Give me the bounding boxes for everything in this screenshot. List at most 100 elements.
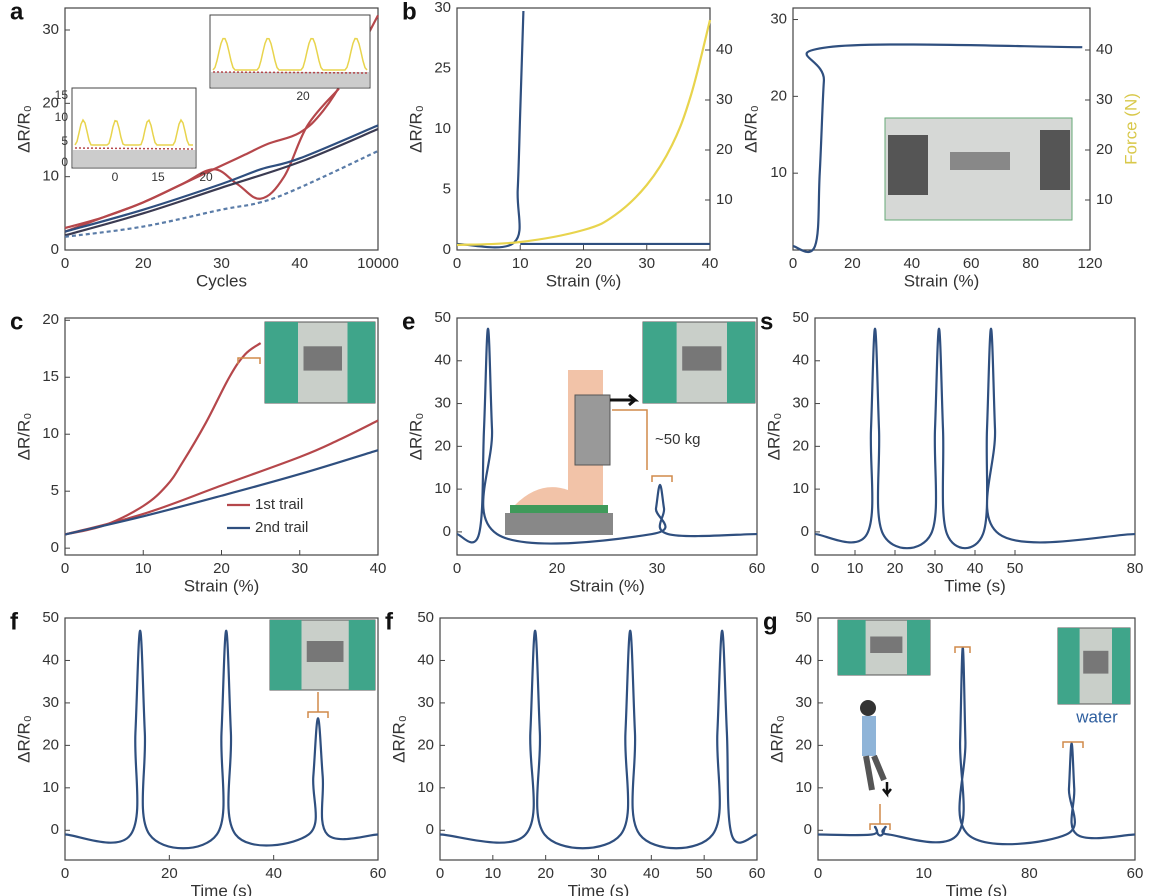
x-tick-label: 10 <box>135 560 152 577</box>
y-tick-label: 40 <box>795 651 812 668</box>
x-axis-label: Time (s) <box>946 881 1008 896</box>
x-tick-label: 40 <box>291 255 308 272</box>
bracket <box>612 409 648 470</box>
x-axis-label: Strain (%) <box>546 271 622 290</box>
x-tick-label: 0 <box>61 255 69 272</box>
x-tick-label: 0 <box>789 255 797 272</box>
data-line <box>64 449 379 536</box>
panel-label: f <box>385 608 394 635</box>
x-tick-label: 60 <box>370 865 387 882</box>
y-tick-label: 20 <box>770 87 787 104</box>
x-tick-label: 50 <box>1007 560 1024 577</box>
x-tick-label: 30 <box>927 560 944 577</box>
x-tick-label: 0 <box>61 560 69 577</box>
y-tick-label: 40 <box>42 651 59 668</box>
y-tick-label: 40 <box>417 651 434 668</box>
bracket <box>1062 741 1084 748</box>
x-tick-label: 0 <box>814 865 822 882</box>
annotation: ~50 kg <box>655 431 700 448</box>
panel-label: c <box>10 308 23 335</box>
x-tick-label: 0 <box>436 865 444 882</box>
x-axis-label: Time (s) <box>191 881 253 896</box>
x-tick-label: 30 <box>590 865 607 882</box>
floor <box>505 513 613 535</box>
arrow <box>882 782 892 798</box>
y-tick-label: 30 <box>42 694 59 711</box>
bracket <box>651 475 673 482</box>
x-tick-label: 0 <box>61 865 69 882</box>
inset-fill <box>211 72 369 87</box>
person-head <box>860 700 876 716</box>
y2-tick-label: 10 <box>1096 191 1113 208</box>
photo-sensor <box>1083 650 1109 674</box>
annotation: water <box>1075 707 1118 726</box>
x-tick-label: 10 <box>915 865 932 882</box>
y-axis-label: ΔR/R₀ <box>767 715 786 763</box>
inset-tick-label: 0 <box>61 155 68 169</box>
panel-label: a <box>10 0 24 25</box>
inset-tick-label: 15 <box>151 170 165 184</box>
plot-frame <box>64 617 379 861</box>
plot-frame <box>456 317 758 556</box>
panel-label: g <box>763 608 778 635</box>
y-tick-label: 30 <box>434 0 451 16</box>
x-tick-label: 30 <box>291 560 308 577</box>
photo-glove <box>1112 628 1130 704</box>
y2-tick-label: 20 <box>1096 141 1113 158</box>
y-tick-label: 20 <box>42 736 59 753</box>
y-tick-label: 50 <box>795 609 812 626</box>
y-tick-label: 0 <box>801 523 809 540</box>
y-tick-label: 10 <box>792 480 809 497</box>
y-tick-label: 10 <box>417 779 434 796</box>
y-tick-label: 15 <box>42 368 59 385</box>
x-axis-label: Strain (%) <box>184 576 260 595</box>
y-tick-label: 20 <box>42 94 59 111</box>
data-line <box>456 10 525 249</box>
x-tick-label: 10000 <box>357 255 399 272</box>
y-axis-label: ΔR/R₀ <box>14 105 33 153</box>
x-tick-label: 40 <box>967 560 984 577</box>
photo-sensor <box>306 641 344 662</box>
inset-wave <box>212 37 368 71</box>
y-tick-label: 0 <box>443 523 451 540</box>
y-tick-label: 20 <box>792 437 809 454</box>
y-tick-label: 5 <box>51 482 59 499</box>
x-tick-label: 0 <box>453 560 461 577</box>
y2-tick-label: 20 <box>716 141 733 158</box>
inset-wave <box>74 118 193 146</box>
inset-tick-label: 0 <box>112 170 119 184</box>
data-line <box>64 342 262 536</box>
y-axis-label: ΔR/R₀ <box>406 105 425 153</box>
data-line <box>814 327 1136 550</box>
y-tick-label: 20 <box>42 311 59 328</box>
legend-label: 2nd trail <box>255 519 308 536</box>
inset-tick-label: 5 <box>61 134 68 148</box>
y-axis-label: ΔR/R₀ <box>14 413 33 461</box>
sole <box>510 505 608 513</box>
y-tick-label: 30 <box>770 10 787 27</box>
legend-label: 1st trail <box>255 496 303 513</box>
x-tick-label: 60 <box>1127 865 1144 882</box>
x-tick-label: 20 <box>213 560 230 577</box>
clamp <box>1040 130 1070 190</box>
bracket <box>954 646 971 653</box>
y-tick-label: 10 <box>42 425 59 442</box>
inset-fill <box>73 150 195 167</box>
panel-label: b <box>402 0 417 25</box>
x-tick-label: 20 <box>575 255 592 272</box>
photo-glove <box>265 322 298 403</box>
photo-glove <box>270 620 302 690</box>
y-tick-label: 30 <box>417 694 434 711</box>
y-tick-label: 25 <box>434 59 451 76</box>
x-tick-label: 30 <box>638 255 655 272</box>
x-tick-label: 60 <box>963 255 980 272</box>
y2-tick-label: 30 <box>1096 91 1113 108</box>
y2-tick-label: 40 <box>1096 41 1113 58</box>
photo-sensor <box>303 346 342 371</box>
x-tick-label: 20 <box>549 560 566 577</box>
inset-tick-label: 20 <box>296 89 310 103</box>
data-line <box>456 19 712 247</box>
spring <box>950 152 1010 170</box>
x-tick-label: 30 <box>649 560 666 577</box>
y-tick-label: 40 <box>792 352 809 369</box>
